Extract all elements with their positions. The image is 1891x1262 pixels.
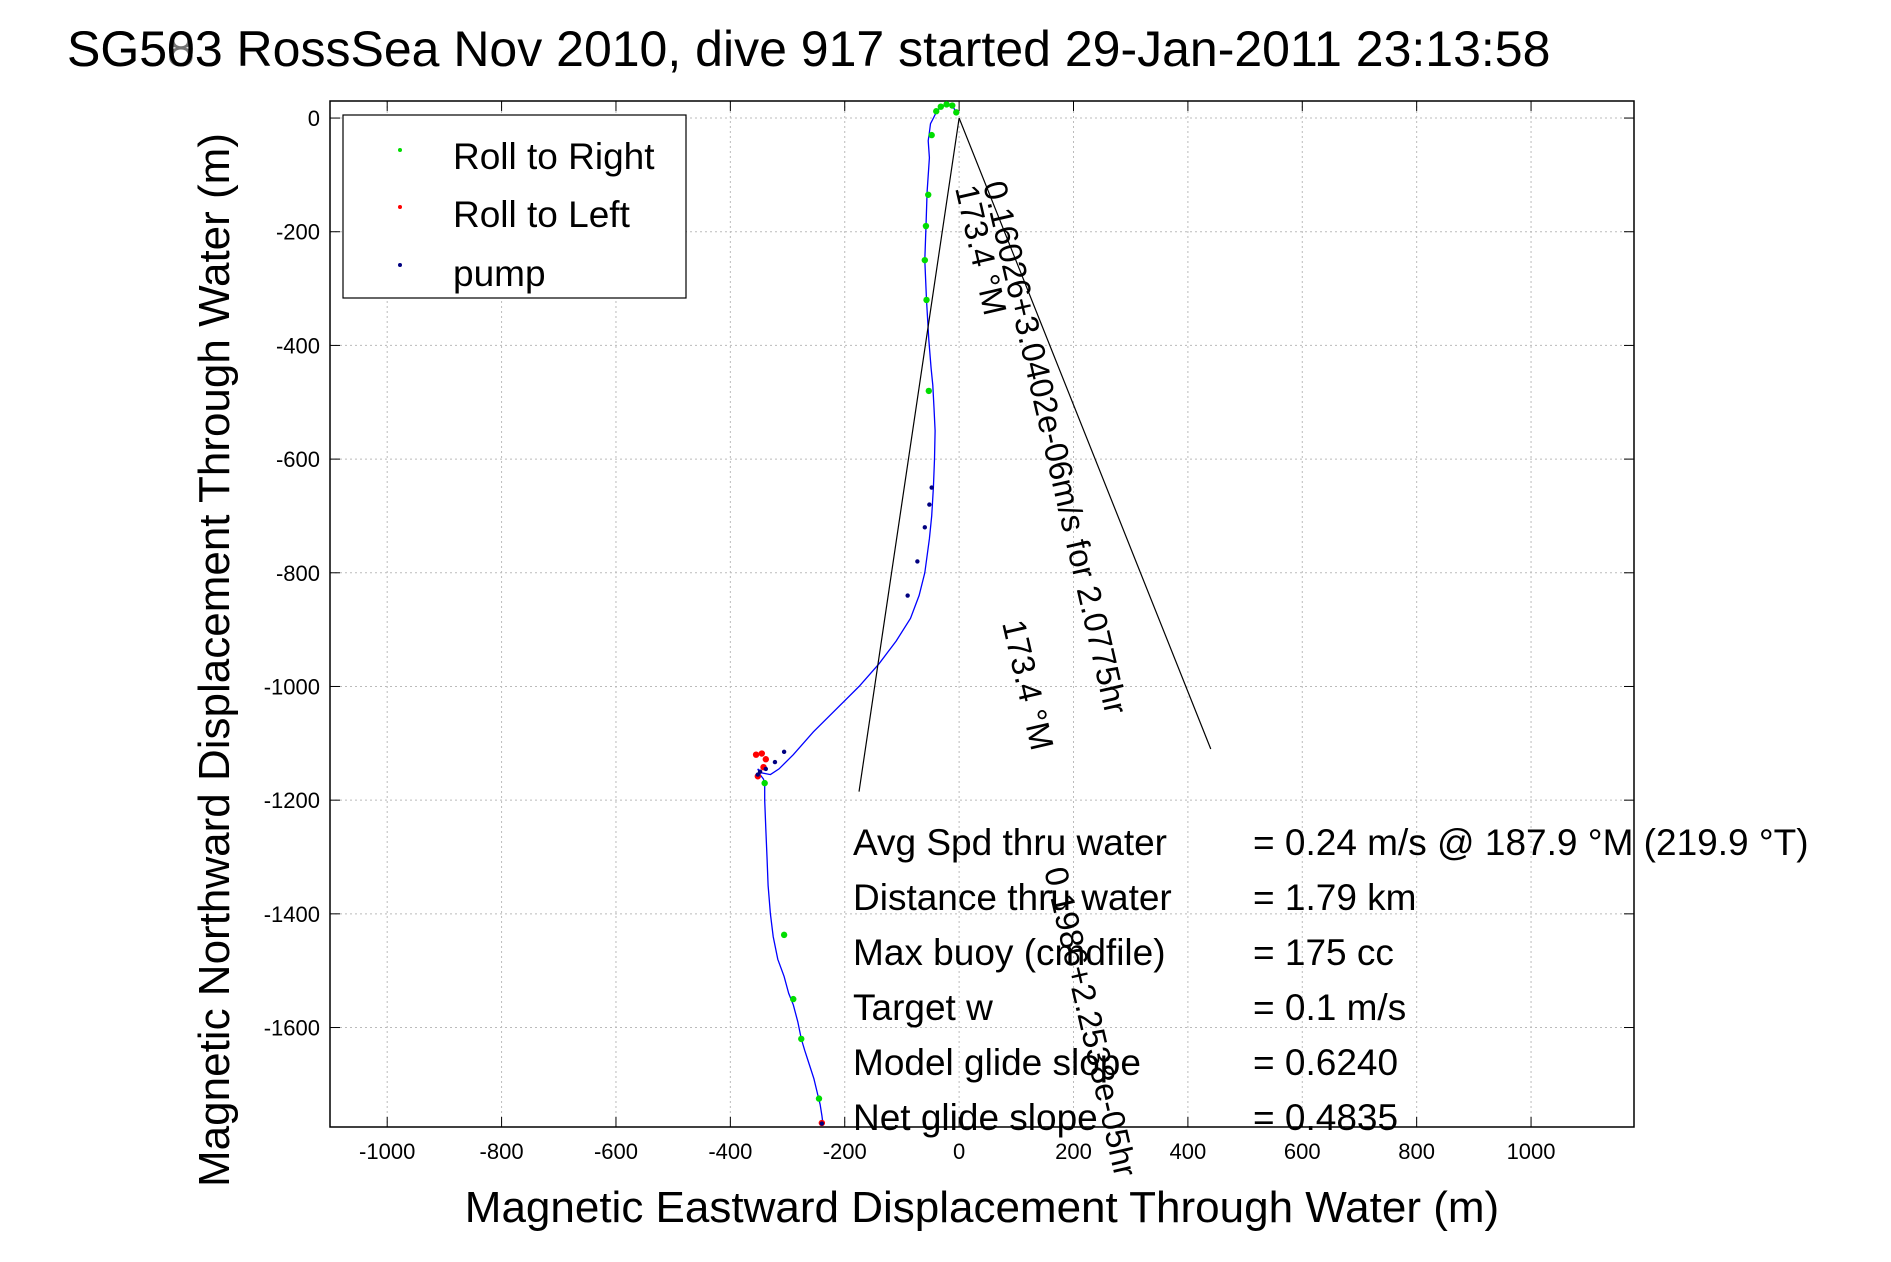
legend-entry-roll-right: Roll to Right bbox=[453, 136, 655, 177]
pump-point bbox=[929, 485, 934, 490]
pump-point bbox=[905, 593, 910, 598]
legend-marker-roll-right bbox=[398, 148, 402, 152]
x-tick-label: 800 bbox=[1398, 1139, 1435, 1164]
y-tick-label: -200 bbox=[276, 220, 320, 245]
stat-value: = 0.4835 bbox=[1253, 1097, 1398, 1138]
roll-right-point bbox=[923, 296, 930, 304]
stat-label: Target w bbox=[853, 987, 993, 1028]
roll-right-point bbox=[921, 256, 929, 264]
roll-right-point bbox=[925, 191, 932, 198]
stats-block: Avg Spd thru water = 0.24 m/s @ 187.9 °M… bbox=[853, 822, 1809, 1138]
chart-title: SG503 RossSea Nov 2010, dive 917 started… bbox=[67, 21, 1550, 77]
stat-value: = 0.6240 bbox=[1253, 1042, 1398, 1083]
x-tick-label: 0 bbox=[953, 1139, 965, 1164]
pump-point bbox=[915, 559, 920, 564]
x-tick-label: 400 bbox=[1170, 1139, 1207, 1164]
pump-point bbox=[772, 759, 778, 765]
stat-label: Model glide slope bbox=[853, 1042, 1141, 1083]
y-tick-label: -400 bbox=[276, 333, 320, 358]
y-tick-label: -1400 bbox=[264, 902, 320, 927]
roll-right-point bbox=[943, 101, 950, 108]
legend-marker-pump bbox=[398, 263, 402, 267]
x-tick-label: 1000 bbox=[1507, 1139, 1556, 1164]
roll-right-point bbox=[922, 222, 930, 230]
data-layer bbox=[752, 101, 960, 1127]
y-axis-label: Magnetic Northward Displacement Through … bbox=[190, 133, 239, 1187]
y-tick-label: 0 bbox=[308, 106, 320, 131]
x-tick-label: 200 bbox=[1055, 1139, 1092, 1164]
x-tick-label: -200 bbox=[823, 1139, 867, 1164]
roll-left-point bbox=[762, 756, 770, 763]
roll-right-point bbox=[790, 995, 797, 1003]
x-axis-label: Magnetic Eastward Displacement Through W… bbox=[465, 1183, 1499, 1232]
x-tick-label: -800 bbox=[480, 1139, 524, 1164]
y-tick-label: -1000 bbox=[264, 674, 320, 699]
roll-right-point bbox=[815, 1095, 823, 1102]
roll-right-point bbox=[953, 109, 960, 116]
current-vector-line bbox=[858, 117, 960, 792]
stat-value: = 0.1 m/s bbox=[1253, 987, 1406, 1028]
pump-point bbox=[781, 749, 787, 755]
stat-label: Net glide slope bbox=[853, 1097, 1098, 1138]
y-tick-label: -1200 bbox=[264, 788, 320, 813]
stat-value: = 175 cc bbox=[1253, 932, 1394, 973]
roll-right-point bbox=[798, 1035, 805, 1043]
legend-entry-pump: pump bbox=[453, 253, 546, 294]
stat-label: Distance thru water bbox=[853, 877, 1172, 918]
x-tick-label: -400 bbox=[708, 1139, 752, 1164]
roll-right-point bbox=[925, 387, 933, 395]
roll-left-point bbox=[752, 751, 760, 758]
current-vector-line bbox=[958, 117, 1212, 750]
stat-label: Max buoy (cmdfile) bbox=[853, 932, 1166, 973]
stat-value: = 1.79 km bbox=[1253, 877, 1417, 918]
pump-point bbox=[927, 502, 932, 507]
roll-left-point bbox=[758, 750, 766, 757]
pump-point bbox=[922, 525, 928, 530]
annotations bbox=[858, 117, 1212, 792]
stat-label: Avg Spd thru water bbox=[853, 822, 1167, 863]
roll-right-point bbox=[761, 779, 768, 787]
roll-right-point bbox=[937, 103, 945, 110]
roll-right-point bbox=[928, 131, 935, 139]
x-axis: -1000 -800 -600 -400 -200 0 200 400 600 800 1000 bbox=[359, 101, 1556, 1164]
stat-value: = 0.24 m/s @ 187.9 °M (219.9 °T) bbox=[1253, 822, 1809, 863]
y-tick-label: -800 bbox=[276, 561, 320, 586]
chart-title-overlay: SG583 bbox=[67, 21, 223, 77]
heading-label-2: 173.4 °M bbox=[995, 616, 1061, 753]
y-axis: 0 -200 -400 -600 -800 -1000 -1200 -1400 -1600 bbox=[264, 106, 1634, 1041]
roll-right-point bbox=[933, 108, 940, 115]
pump-point bbox=[763, 766, 769, 772]
roll-right-point bbox=[949, 102, 956, 109]
pump-point bbox=[755, 772, 761, 777]
legend-marker-roll-left bbox=[398, 205, 402, 209]
pump-point bbox=[819, 1121, 825, 1126]
y-tick-label: -1600 bbox=[264, 1016, 320, 1041]
plot-area bbox=[329, 100, 1635, 1128]
y-tick-label: -600 bbox=[276, 447, 320, 472]
legend-entry-roll-left: Roll to Left bbox=[453, 194, 631, 235]
x-tick-label: -600 bbox=[594, 1139, 638, 1164]
x-tick-label: -1000 bbox=[359, 1139, 415, 1164]
legend: Roll to Right Roll to Left pump bbox=[342, 114, 687, 299]
grid bbox=[330, 101, 1634, 1127]
roll-right-point bbox=[780, 931, 788, 939]
x-tick-label: 600 bbox=[1284, 1139, 1321, 1164]
